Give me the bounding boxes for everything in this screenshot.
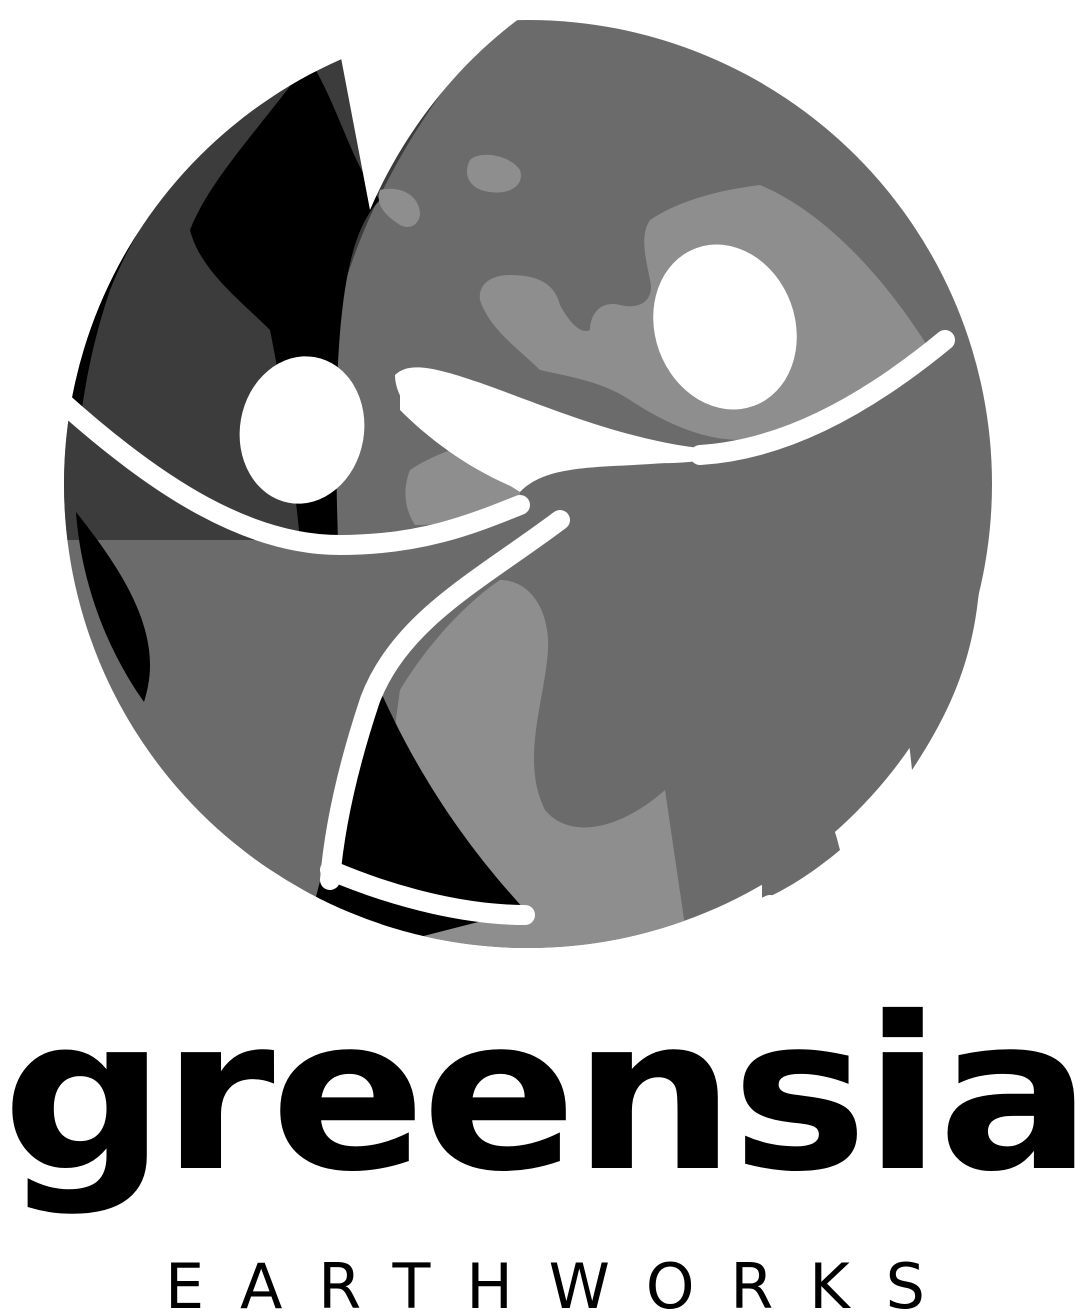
brand-name: greensia: [2, 971, 1088, 1218]
globe-emblem-icon: [50, 20, 992, 948]
globe-segments: [76, 440, 982, 900]
tagline-wordmark: EARTHWORKS: [165, 1252, 925, 1316]
divider-strokes: [50, 330, 955, 945]
tagline: EARTHWORKS: [165, 1252, 925, 1316]
brand-name-wordmark: greensia: [2, 971, 1090, 1218]
figures: [239, 244, 797, 504]
